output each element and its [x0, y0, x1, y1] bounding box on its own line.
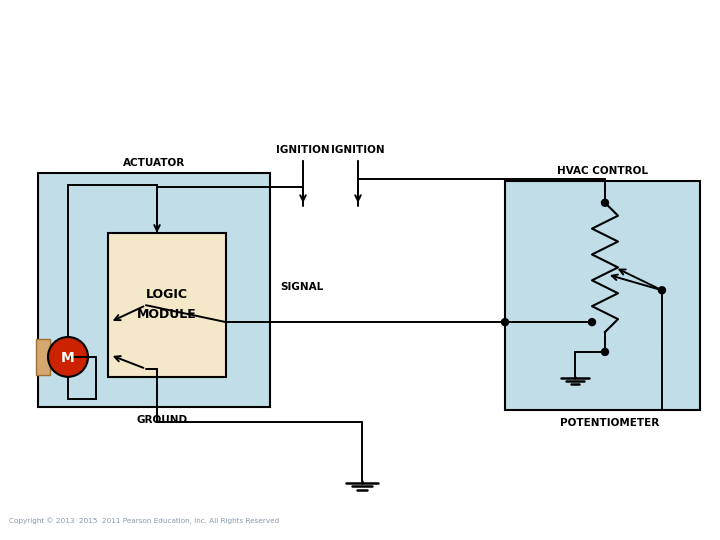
Text: PEARSON: PEARSON [587, 510, 704, 531]
Circle shape [588, 319, 595, 326]
Text: SIGNAL: SIGNAL [280, 282, 323, 292]
Text: IGNITION: IGNITION [276, 145, 330, 155]
Text: IGNITION: IGNITION [331, 145, 384, 155]
Text: GROUND: GROUND [136, 415, 188, 424]
Text: Copyright © 2013  2015  2011 Pearson Education, Inc. All Rights Reserved: Copyright © 2013 2015 2011 Pearson Educa… [9, 517, 279, 524]
Bar [36, 339, 50, 375]
Circle shape [48, 337, 88, 377]
Text: M: M [61, 351, 75, 365]
Circle shape [502, 319, 508, 326]
Text: LOGIC: LOGIC [146, 288, 188, 301]
Bar [38, 173, 270, 407]
Bar [505, 181, 700, 410]
Text: POTENTIOMETER: POTENTIOMETER [560, 417, 660, 428]
Circle shape [659, 287, 665, 294]
Circle shape [601, 199, 608, 206]
Text: MODULE: MODULE [137, 308, 197, 321]
Text: ACTUATOR: ACTUATOR [123, 158, 185, 168]
Bar [108, 233, 226, 377]
Text: HVAC CONTROL: HVAC CONTROL [557, 166, 648, 176]
Text: FIGURE 6–19  Three-wire actuators include a logic chip inside the
motor assembly: FIGURE 6–19 Three-wire actuators include… [18, 30, 621, 96]
Circle shape [601, 348, 608, 355]
